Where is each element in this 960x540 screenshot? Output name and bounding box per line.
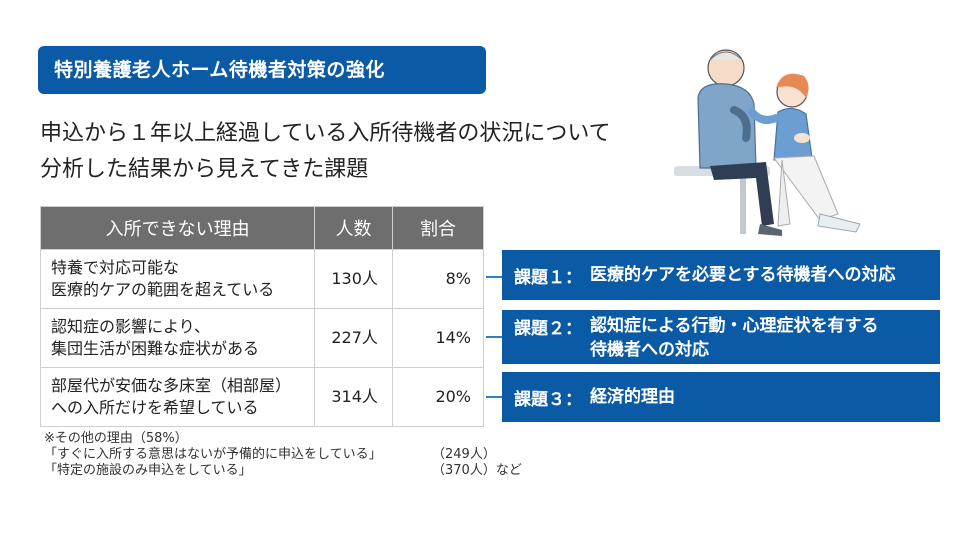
header-pct: 割合 <box>391 206 485 250</box>
issue-box-1: 課題１： 医療的ケアを必要とする待機者への対応 <box>502 250 940 300</box>
page-title: 特別養護老人ホーム待機者対策の強化 <box>38 46 486 94</box>
table-row: 部屋代が安価な多床室（相部屋） への入所だけを希望している 314人 20% <box>39 367 485 427</box>
issue-label: 課題３： <box>514 390 582 410</box>
connector-line-2 <box>486 336 502 338</box>
reason-cell: 特養で対応可能な 医療的ケアの範囲を超えている <box>39 249 316 309</box>
subtitle-line-1: 申込から１年以上経過している入所待機者の状況について <box>40 121 611 146</box>
pct-cell: 20% <box>391 367 485 427</box>
reasons-table: 入所できない理由 人数 割合 特養で対応可能な 医療的ケアの範囲を超えている 1… <box>39 206 485 427</box>
issue-text: 経済的理由 <box>590 387 675 407</box>
issue-text-line: 待機者への対応 <box>590 340 709 360</box>
reason-line: 部屋代が安価な多床室（相部屋） <box>51 376 292 395</box>
count-cell: 130人 <box>314 249 393 309</box>
issue-label: 課題１： <box>514 268 582 288</box>
reason-line: 特養で対応可能な <box>51 258 180 277</box>
issue-box-2: 課題２： 認知症による行動・心理症状を有する 待機者への対応 <box>502 310 940 364</box>
table-header-row: 入所できない理由 人数 割合 <box>39 206 485 250</box>
reason-cell: 部屋代が安価な多床室（相部屋） への入所だけを希望している <box>39 367 316 427</box>
note-text: 「特定の施設のみ申込をしている」 <box>44 463 252 478</box>
issue-text-line: 認知症による行動・心理症状を有する <box>590 316 879 336</box>
connector-line-3 <box>486 396 502 398</box>
issue-text: 医療的ケアを必要とする待機者への対応 <box>590 265 896 285</box>
note-item: 「すぐに入所する意思はないが予備的に申込をしている」 （249人） <box>44 447 496 463</box>
subtitle-line-2: 分析した結果から見えてきた課題 <box>40 157 369 182</box>
caregiver-illustration <box>674 49 861 236</box>
header-reason: 入所できない理由 <box>39 206 316 250</box>
subtitle: 申込から１年以上経過している入所待機者の状況について 分析した結果から見えてきた… <box>40 116 680 188</box>
pct-cell: 14% <box>391 308 485 368</box>
other-reasons-note: ※その他の理由（58%） 「すぐに入所する意思はないが予備的に申込をしている」 … <box>44 431 522 479</box>
reason-line: 医療的ケアの範囲を超えている <box>51 280 275 299</box>
table-row: 特養で対応可能な 医療的ケアの範囲を超えている 130人 8% <box>39 249 485 309</box>
reason-line: 認知症の影響により、 <box>51 317 211 336</box>
count-cell: 227人 <box>314 308 393 368</box>
table-row: 認知症の影響により、 集団生活が困難な症状がある 227人 14% <box>39 308 485 368</box>
issue-box-3: 課題３： 経済的理由 <box>502 372 940 422</box>
note-value: （249人） <box>432 447 496 462</box>
issue-text: 認知症による行動・心理症状を有する 待機者への対応 <box>590 314 879 362</box>
header-count: 人数 <box>314 206 393 250</box>
reason-line: 集団生活が困難な症状がある <box>51 339 260 358</box>
reason-line: への入所だけを希望している <box>51 398 259 417</box>
note-text: 「すぐに入所する意思はないが予備的に申込をしている」 <box>44 447 382 462</box>
pct-cell: 8% <box>391 249 485 309</box>
note-item: 「特定の施設のみ申込をしている」 （370人）など <box>44 463 522 479</box>
connector-line-1 <box>486 276 502 278</box>
issue-label: 課題２： <box>514 319 582 339</box>
count-cell: 314人 <box>314 367 393 427</box>
reason-cell: 認知症の影響により、 集団生活が困難な症状がある <box>39 308 316 368</box>
note-value: （370人）など <box>432 463 522 478</box>
note-heading: ※その他の理由（58%） <box>44 431 188 446</box>
